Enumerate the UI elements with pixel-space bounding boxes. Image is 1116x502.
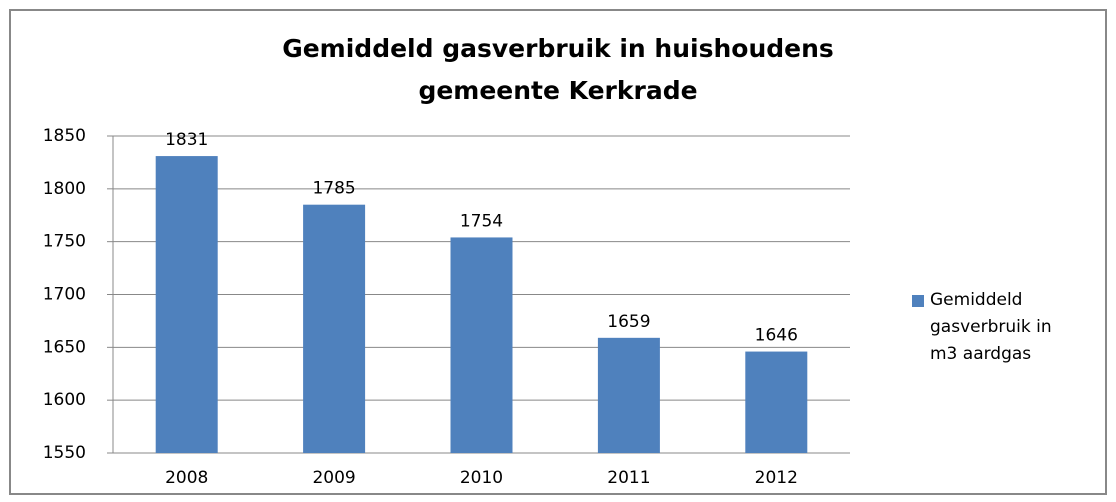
y-tick-label: 1600 xyxy=(43,390,86,410)
y-tick-label: 1750 xyxy=(43,232,86,252)
bar xyxy=(155,156,218,453)
y-tick-label: 1700 xyxy=(43,285,86,305)
legend: Gemiddeld gasverbruik in m3 aardgas xyxy=(912,287,1082,368)
chart-title: gemeente Kerkrade xyxy=(418,76,697,105)
x-tick-label: 2011 xyxy=(607,468,650,488)
data-label: 1646 xyxy=(755,326,798,346)
data-label: 1831 xyxy=(165,130,208,150)
data-label: 1754 xyxy=(460,211,503,231)
x-tick-label: 2008 xyxy=(165,468,208,488)
y-tick-label: 1550 xyxy=(43,443,86,463)
x-tick-label: 2009 xyxy=(312,468,355,488)
data-label: 1785 xyxy=(312,179,355,199)
chart-title: Gemiddeld gasverbruik in huishoudens xyxy=(282,34,834,63)
y-tick-label: 1850 xyxy=(43,126,86,146)
data-label: 1659 xyxy=(607,312,650,332)
bar xyxy=(597,337,660,453)
x-tick-label: 2010 xyxy=(460,468,503,488)
y-tick-label: 1800 xyxy=(43,179,86,199)
bar xyxy=(745,351,808,453)
bar xyxy=(450,237,513,453)
legend-swatch xyxy=(912,295,924,307)
bar xyxy=(303,204,366,453)
legend-label: Gemiddeld gasverbruik in m3 aardgas xyxy=(930,290,1052,364)
x-tick-label: 2012 xyxy=(755,468,798,488)
y-tick-label: 1650 xyxy=(43,337,86,357)
